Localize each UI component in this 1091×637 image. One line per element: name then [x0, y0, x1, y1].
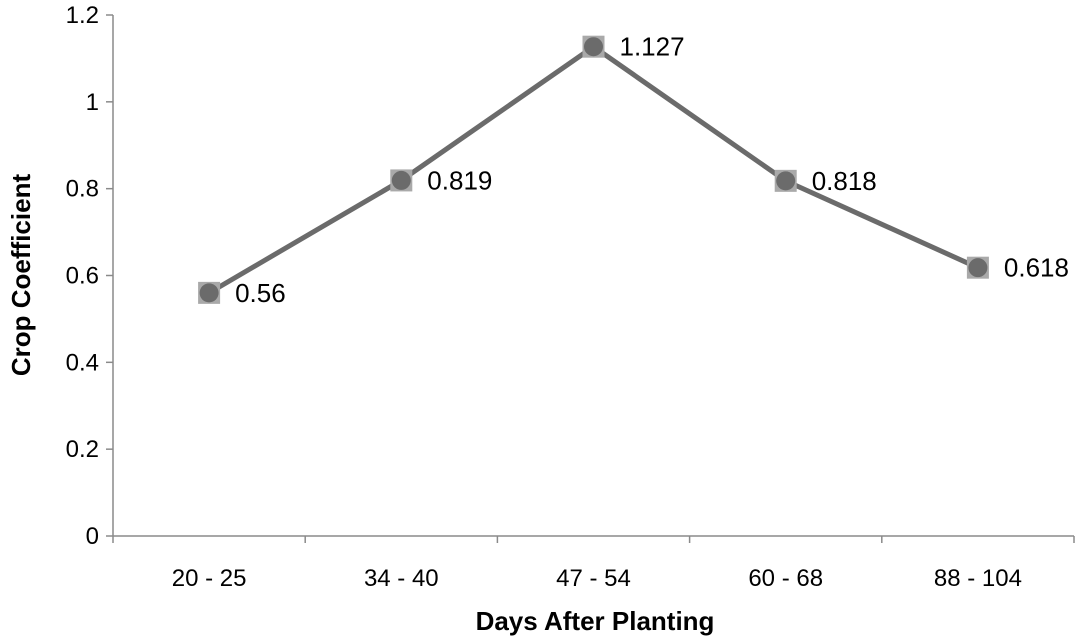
y-tick-label: 0.6 — [66, 263, 99, 290]
axes — [112, 15, 1074, 537]
data-point — [968, 258, 988, 278]
data-point — [391, 170, 411, 190]
y-tick-label: 1.2 — [66, 2, 99, 29]
y-axis-title: Crop Coefficient — [6, 174, 36, 377]
data-label: 0.56 — [235, 278, 286, 308]
x-axis-title: Days After Planting — [476, 606, 715, 636]
x-tick-label: 20 - 25 — [172, 565, 247, 592]
y-tick-label: 0.8 — [66, 176, 99, 203]
data-label: 0.618 — [1004, 253, 1069, 283]
x-tick-label: 47 - 54 — [556, 565, 631, 592]
series-group — [198, 35, 989, 304]
data-point — [199, 283, 219, 303]
data-point — [776, 171, 796, 191]
y-tick-label: 1 — [86, 89, 99, 116]
x-tick-label: 88 - 104 — [934, 565, 1022, 592]
data-label: 1.127 — [620, 32, 685, 62]
data-label: 0.818 — [812, 166, 877, 196]
x-axis-ticks: 20 - 25 34 - 40 47 - 54 60 - 68 88 - 104 — [112, 536, 1075, 592]
data-labels: 0.56 0.819 1.127 0.818 0.618 — [235, 32, 1069, 308]
data-point — [584, 37, 603, 57]
x-tick-label: 60 - 68 — [748, 565, 823, 592]
y-tick-label: 0.4 — [66, 349, 99, 376]
y-axis-ticks: 0 0.2 0.4 0.6 0.8 1 1.2 — [66, 2, 113, 550]
y-tick-label: 0.2 — [66, 436, 99, 463]
y-tick-label: 0 — [86, 523, 99, 550]
data-label: 0.819 — [427, 165, 492, 195]
x-tick-label: 34 - 40 — [364, 565, 439, 592]
